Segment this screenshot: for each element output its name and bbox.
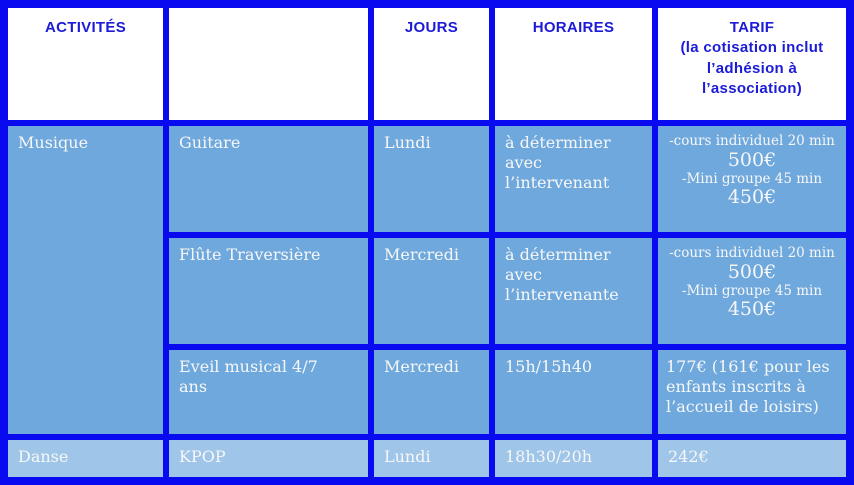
schedule-label: 18h30/20h (505, 447, 593, 466)
activity-cell-guitare: Guitare (169, 126, 368, 232)
tarif-cell-kpop: 242€ (658, 440, 846, 477)
day-label: Lundi (384, 447, 431, 466)
schedule-cell-kpop: 18h30/20h (495, 440, 652, 477)
schedule-label: 15h/15h40 (505, 357, 593, 376)
activity-cell-kpop: KPOP (169, 440, 368, 477)
schedule-cell-guitare: à déterminer avec l’intervenant (495, 126, 652, 232)
activity-label: KPOP (179, 447, 226, 466)
category-label-musique: Musique (18, 133, 89, 152)
tarif-line-1: -cours individuel 20 min (669, 133, 835, 149)
tarif-line-1: -cours individuel 20 min (669, 245, 835, 261)
header-jours-label: JOURS (404, 19, 459, 36)
day-cell-eveil-musical: Mercredi (374, 350, 489, 434)
activity-label: Guitare (179, 133, 241, 152)
header-tarif-subnote: (la cotisation inclut l’adhésion à l’ass… (680, 39, 824, 97)
header-tarif: TARIF (la cotisation inclut l’adhésion à… (658, 8, 846, 120)
tarif-line-2: -Mini groupe 45 min (681, 282, 823, 299)
tarif-price-2: 450€ (727, 186, 777, 209)
tarif-line-2: -Mini groupe 45 min (681, 170, 823, 187)
schedule-cell-eveil-musical: 15h/15h40 (495, 350, 652, 434)
category-label-danse: Danse (18, 447, 69, 466)
tarif-label: 242€ (668, 447, 709, 466)
schedule-cell-flute: à déterminer avec l’intervenante (495, 238, 652, 344)
day-label: Mercredi (384, 357, 459, 376)
day-label: Mercredi (384, 245, 459, 264)
header-activites-label: ACTIVITÉS (44, 19, 127, 36)
activity-cell-flute: Flûte Traversière (169, 238, 368, 344)
activity-label: Flûte Traversière (179, 245, 321, 264)
category-cell-danse: Danse (8, 440, 163, 477)
tarif-price-1: 500€ (727, 260, 777, 283)
category-cell-musique: Musique (8, 126, 163, 434)
header-horaires-label: HORAIRES (532, 19, 615, 36)
tarif-price-1: 500€ (727, 148, 777, 171)
tarif-cell-eveil-musical: 177€ (161€ pour les enfants inscrits à l… (658, 350, 846, 434)
day-cell-kpop: Lundi (374, 440, 489, 477)
header-jours: JOURS (374, 8, 489, 120)
activity-cell-eveil-musical: Eveil musical 4/7 ans (169, 350, 368, 434)
header-tarif-title: TARIF (729, 19, 775, 36)
tarif-cell-flute: -cours individuel 20 min 500€ -Mini grou… (658, 238, 846, 344)
tarif-price-2: 450€ (727, 298, 777, 321)
day-label: Lundi (384, 133, 431, 152)
header-horaires: HORAIRES (495, 8, 652, 120)
header-empty (169, 8, 368, 120)
tarif-cell-guitare: -cours individuel 20 min 500€ -Mini grou… (658, 126, 846, 232)
header-activites: ACTIVITÉS (8, 8, 163, 120)
day-cell-guitare: Lundi (374, 126, 489, 232)
day-cell-flute: Mercredi (374, 238, 489, 344)
